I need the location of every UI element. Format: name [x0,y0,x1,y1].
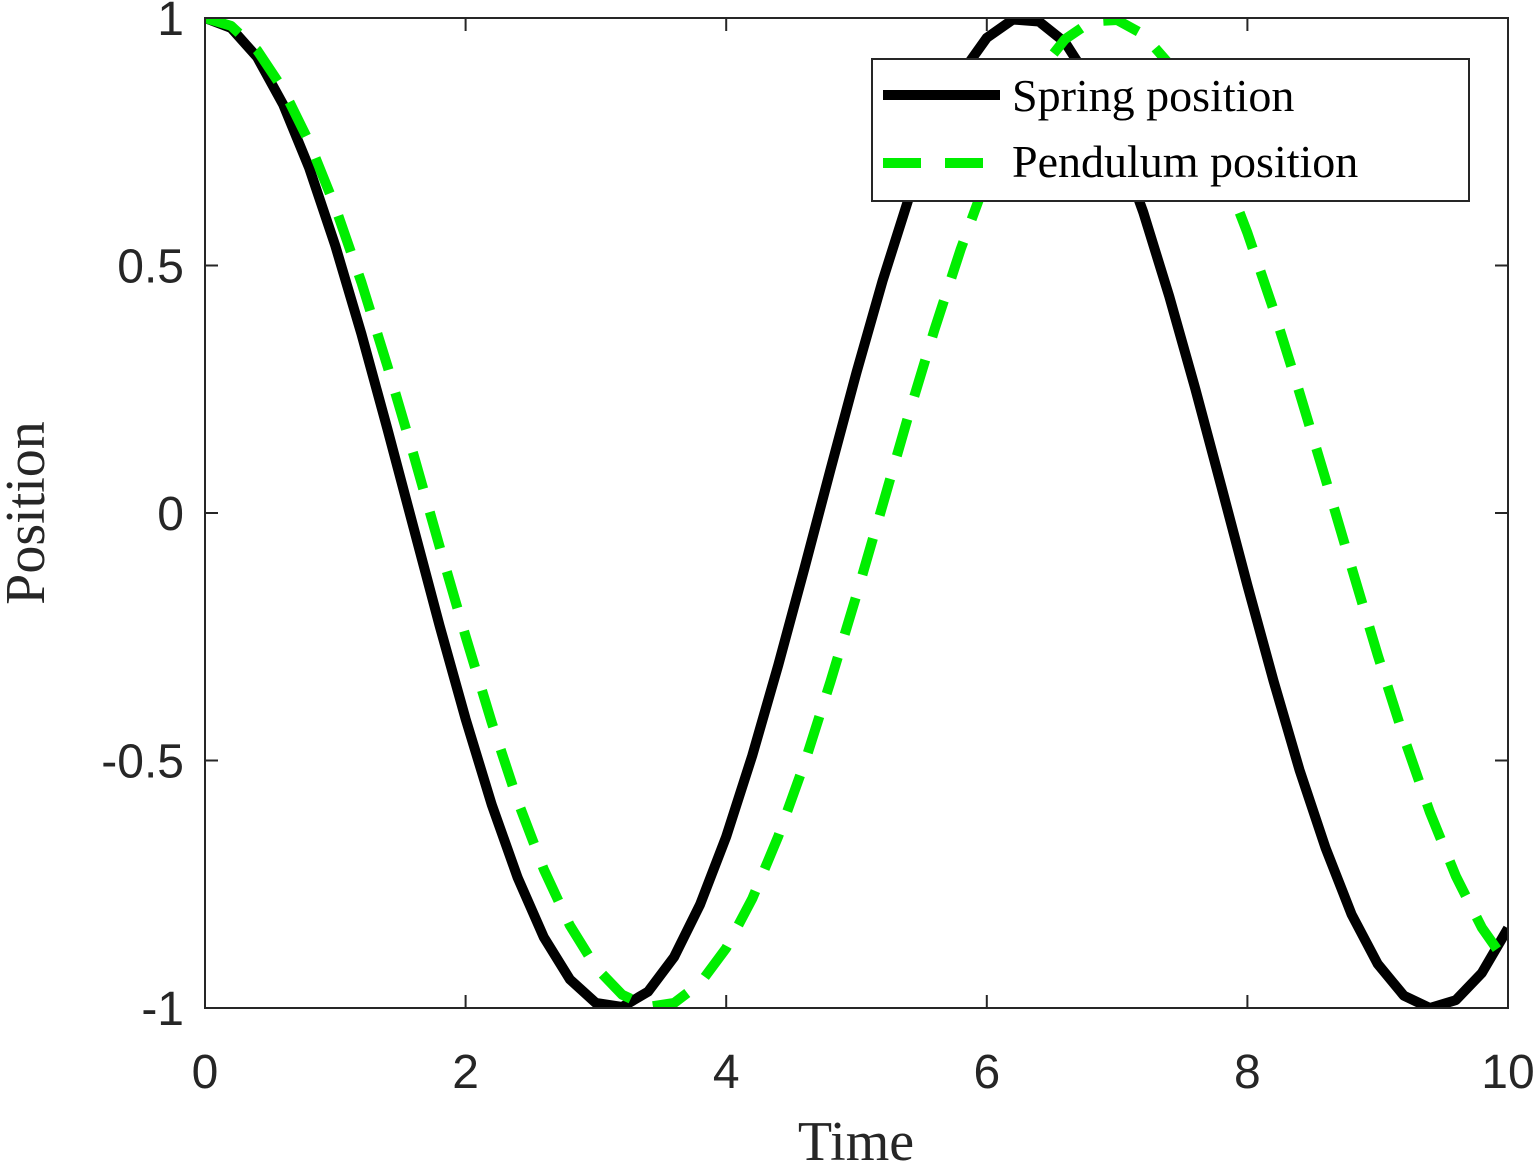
series-layer [205,18,1508,1008]
series-line-spring [205,18,1508,1008]
x-tick-label: 0 [192,1046,219,1099]
ticks-layer: 0 2 4 6 8 10 -1 -0.5 0 0.5 1 [101,0,1534,1099]
y-tick-label: 0.5 [117,241,184,294]
x-axis-label: Time [798,1111,914,1163]
legend: Spring position Pendulum position [871,58,1470,202]
legend-box [871,58,1470,202]
legend-label-spring: Spring position [1012,70,1294,121]
x-tick-label: 8 [1234,1046,1261,1099]
series-line-pendulum [205,18,1508,1008]
y-tick-label: -1 [141,983,184,1036]
y-tick-label: 0 [157,488,184,541]
y-axis-label: Position [0,421,57,605]
x-tick-label: 6 [973,1046,1000,1099]
y-tick-label: 1 [157,0,184,46]
x-tick-label: 2 [452,1046,479,1099]
x-tick-label: 10 [1481,1046,1534,1099]
legend-label-pendulum: Pendulum position [1012,136,1358,187]
x-tick-label: 4 [713,1046,740,1099]
y-tick-label: -0.5 [101,736,184,789]
